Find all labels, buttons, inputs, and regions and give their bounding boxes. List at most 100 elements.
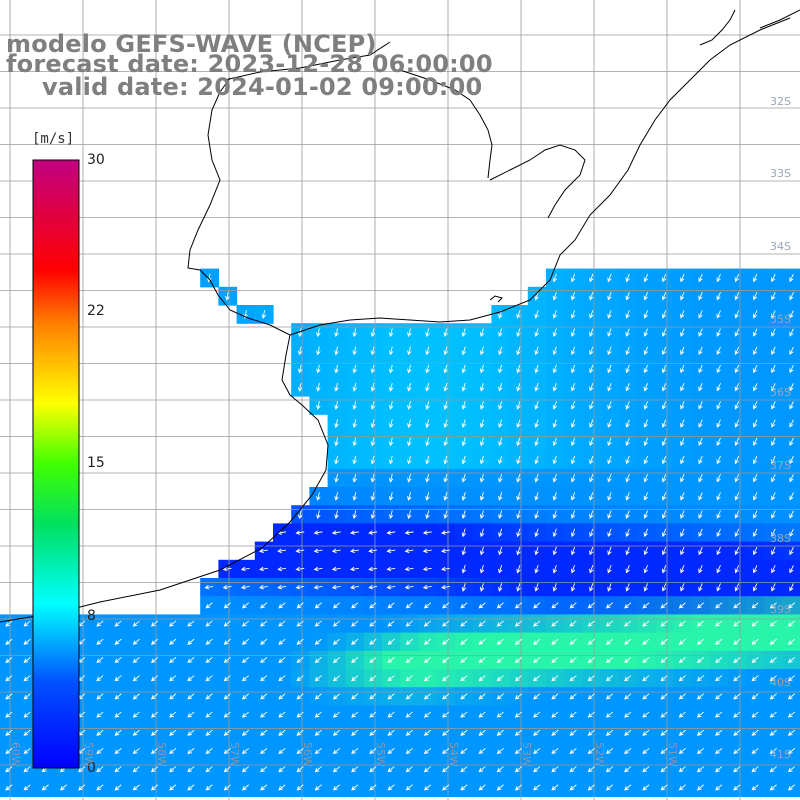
wind-arrow bbox=[516, 492, 521, 501]
wind-arrow bbox=[789, 546, 794, 556]
wind-arrow bbox=[551, 620, 559, 627]
wind-arrow bbox=[752, 273, 758, 283]
wind-arrow bbox=[369, 675, 377, 682]
wind-arrow bbox=[771, 474, 776, 483]
wind-arrow bbox=[295, 548, 305, 554]
wind-arrow bbox=[96, 693, 104, 700]
wind-arrow bbox=[5, 693, 13, 700]
wind-arrow bbox=[587, 711, 595, 718]
wind-arrow bbox=[369, 620, 377, 627]
wind-arrow bbox=[624, 675, 632, 682]
wind-arrow bbox=[368, 530, 378, 535]
wind-arrow bbox=[789, 401, 794, 410]
wind-arrow bbox=[407, 346, 412, 356]
wind-arrow bbox=[316, 328, 321, 338]
wind-arrow bbox=[698, 346, 703, 356]
wind-arrow bbox=[240, 584, 250, 590]
lon-label: 60W bbox=[9, 742, 22, 767]
wind-arrow bbox=[624, 620, 632, 627]
wind-arrow bbox=[771, 565, 776, 574]
wind-arrow bbox=[150, 711, 159, 718]
wind-arrow bbox=[643, 583, 648, 592]
wind-arrow bbox=[443, 382, 448, 392]
wind-arrow bbox=[114, 729, 122, 736]
wind-arrow bbox=[696, 675, 705, 682]
wind-arrow bbox=[5, 748, 13, 755]
wind-arrow bbox=[422, 584, 432, 590]
wind-arrow bbox=[696, 711, 705, 718]
wind-arrow bbox=[752, 419, 758, 428]
wind-arrow bbox=[114, 711, 122, 718]
wind-arrow bbox=[443, 437, 448, 447]
wind-arrow bbox=[625, 364, 630, 374]
wind-arrow bbox=[716, 492, 721, 501]
wind-arrow bbox=[443, 401, 448, 410]
wind-arrow bbox=[334, 382, 339, 392]
wind-arrow bbox=[5, 766, 13, 773]
wind-arrow bbox=[733, 748, 741, 755]
wind-arrow bbox=[696, 638, 705, 645]
wind-arrow bbox=[678, 675, 686, 682]
lon-label: 57W bbox=[228, 742, 241, 767]
wind-arrow bbox=[698, 292, 703, 301]
wind-arrow bbox=[516, 346, 521, 356]
wind-arrow bbox=[734, 455, 740, 465]
wind-arrow bbox=[769, 657, 777, 664]
wind-arrow bbox=[461, 510, 467, 520]
wind-arrow bbox=[698, 364, 703, 374]
wind-arrow bbox=[678, 711, 686, 718]
wind-arrow bbox=[204, 584, 214, 590]
wind-arrow bbox=[478, 638, 486, 645]
wind-arrow bbox=[734, 383, 740, 392]
wind-arrow bbox=[680, 510, 685, 519]
wind-arrow bbox=[96, 657, 104, 664]
wind-arrow bbox=[316, 364, 321, 374]
wind-arrow bbox=[461, 528, 467, 538]
wind-arrow bbox=[607, 546, 612, 556]
wind-arrow bbox=[680, 565, 685, 574]
wind-arrow bbox=[132, 766, 140, 773]
wind-arrow bbox=[533, 675, 541, 682]
wind-arrow bbox=[642, 748, 650, 755]
lon-label: 52W bbox=[593, 742, 606, 767]
wind-arrow bbox=[387, 693, 395, 700]
wind-arrow bbox=[422, 530, 432, 535]
wind-arrow bbox=[479, 437, 485, 447]
wind-arrow bbox=[241, 748, 250, 755]
wind-arrow bbox=[605, 711, 614, 718]
wind-arrow bbox=[516, 583, 521, 592]
wind-arrow bbox=[169, 675, 177, 682]
wind-arrow bbox=[752, 492, 758, 501]
wind-arrow bbox=[551, 711, 559, 718]
wind-arrow bbox=[533, 657, 541, 664]
wind-arrow bbox=[533, 638, 541, 645]
wind-arrow bbox=[260, 657, 268, 664]
wind-arrow bbox=[533, 766, 541, 773]
wind-arrow bbox=[734, 401, 740, 410]
wind-arrow bbox=[150, 638, 159, 645]
wind-arrow bbox=[205, 675, 213, 682]
wind-arrow bbox=[516, 528, 521, 538]
wind-arrow bbox=[624, 657, 632, 664]
wind-arrow bbox=[423, 620, 432, 627]
wind-arrow bbox=[516, 382, 521, 392]
wind-arrow bbox=[205, 729, 213, 736]
wind-arrow bbox=[425, 346, 430, 356]
wind-arrow bbox=[351, 638, 359, 645]
wind-arrow bbox=[589, 310, 594, 319]
wind-arrow bbox=[461, 564, 467, 574]
wind-arrow bbox=[643, 292, 648, 301]
wind-arrow bbox=[370, 455, 376, 465]
wind-arrow bbox=[331, 548, 341, 554]
wind-arrow bbox=[425, 382, 430, 392]
wind-arrow bbox=[678, 693, 686, 700]
wind-arrow bbox=[442, 766, 450, 773]
wind-arrow bbox=[314, 693, 322, 700]
wind-arrow bbox=[425, 437, 430, 447]
wind-arrow bbox=[516, 437, 521, 447]
wind-arrow bbox=[388, 401, 394, 410]
wind-arrow bbox=[552, 510, 558, 519]
wind-arrow bbox=[589, 419, 594, 428]
wind-arrow bbox=[114, 693, 122, 700]
wind-arrow bbox=[552, 492, 558, 501]
